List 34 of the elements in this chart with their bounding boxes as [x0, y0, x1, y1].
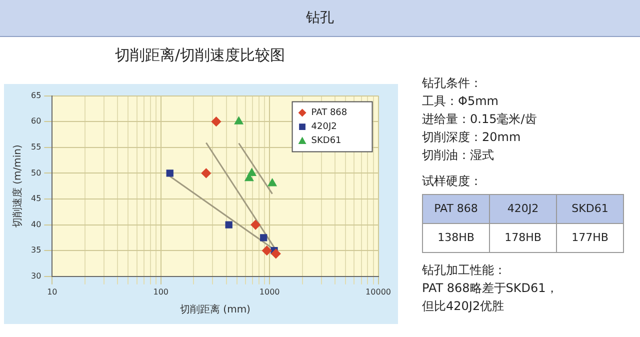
text: PAT 868略差于SKD61，	[422, 280, 559, 297]
text: 切削深度：20mm	[422, 129, 522, 146]
text: 138HB	[422, 224, 490, 252]
category-label: PAT 868	[422, 194, 490, 224]
x-tick-label: 1000	[259, 287, 280, 296]
legend-label: SKD61	[311, 136, 342, 146]
y-tick-label: 45	[30, 194, 42, 204]
text: 试样硬度：	[422, 173, 483, 190]
category-label: SKD61	[556, 194, 624, 224]
text: 178HB	[490, 224, 556, 252]
x-axis-title: 切削距离 (mm)	[180, 304, 251, 316]
y-tick-label: 50	[30, 168, 42, 178]
y-tick-label: 30	[30, 271, 42, 280]
x-tick-label: 10000	[366, 287, 391, 296]
y-tick-label: 40	[30, 220, 42, 229]
text: 工具：Φ5mm	[422, 93, 500, 110]
text: 切削油：湿式	[422, 147, 495, 164]
text: 但比420J2优胜	[422, 298, 506, 315]
x-tick-label: 10	[47, 287, 58, 296]
x-tick-label: 100	[153, 287, 169, 296]
legend-label: PAT 868	[311, 108, 348, 118]
chart-title: 钻孔	[0, 0, 640, 37]
y-tick-label: 35	[30, 246, 42, 255]
y-tick-label: 55	[30, 142, 42, 152]
y-tick-label: 60	[30, 116, 42, 126]
text: 钻孔加工性能：	[422, 262, 507, 279]
legend-label: 420J2	[311, 122, 337, 132]
chart-subtitle: 切削距离/切削速度比较图	[114, 46, 286, 65]
text: 钻孔条件：	[422, 75, 483, 92]
text: 进给量：0.15毫米/齿	[422, 111, 538, 128]
y-axis-title: 切削速度 (m/min)	[12, 144, 24, 228]
text: 177HB	[556, 224, 624, 252]
y-tick-label: 65	[30, 90, 42, 100]
category-label: 420J2	[490, 194, 556, 224]
